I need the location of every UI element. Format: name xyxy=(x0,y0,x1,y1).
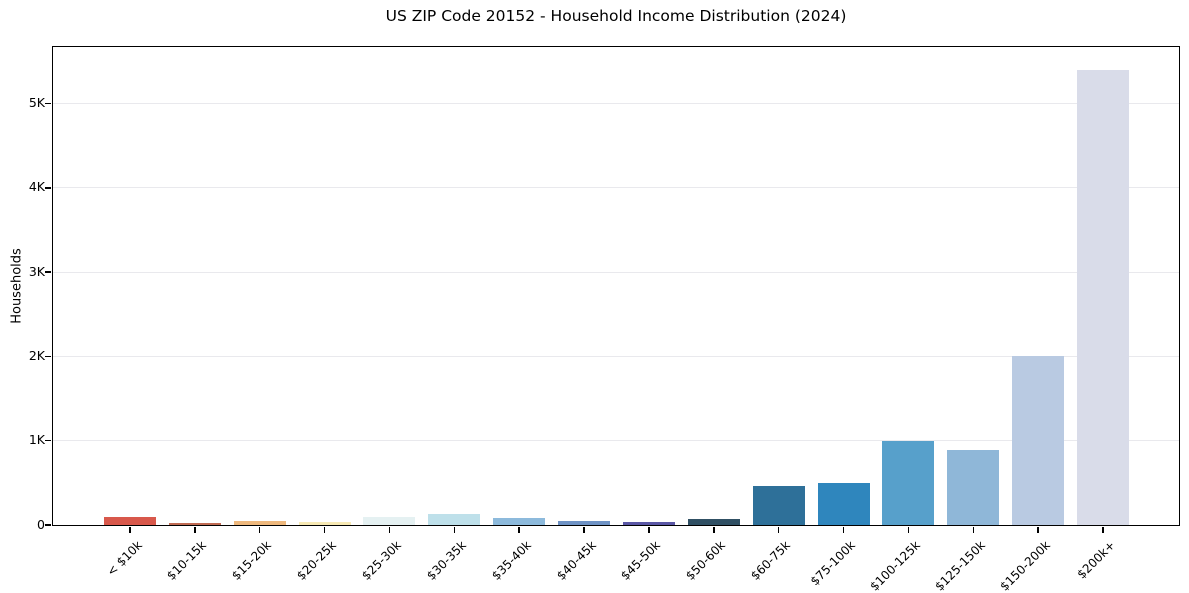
x-tick-mark xyxy=(908,527,910,533)
x-tick-mark xyxy=(1102,527,1104,533)
x-tick-mark xyxy=(454,527,456,533)
bar xyxy=(363,517,415,525)
x-tick-label-text: $25-30k xyxy=(359,538,404,583)
bar xyxy=(1012,356,1064,525)
x-tick-label-text: $60-75k xyxy=(748,538,793,583)
x-tick-label-text: $30-35k xyxy=(424,538,469,583)
y-tick-mark xyxy=(45,524,51,526)
gridline xyxy=(53,103,1179,104)
x-tick-mark xyxy=(259,527,261,533)
bar xyxy=(558,521,610,525)
bar xyxy=(818,483,870,525)
y-tick-label: 0 xyxy=(0,516,45,534)
y-tick-label: 3K xyxy=(0,263,45,281)
x-tick-mark xyxy=(648,527,650,533)
bar xyxy=(882,441,934,525)
bar xyxy=(1077,70,1129,525)
bar xyxy=(753,486,805,525)
gridline xyxy=(53,356,1179,357)
x-tick-mark xyxy=(129,527,131,533)
gridline xyxy=(53,187,1179,188)
gridline xyxy=(53,440,1179,441)
bar xyxy=(299,522,351,525)
x-tick-mark xyxy=(843,527,845,533)
y-tick-mark xyxy=(45,271,51,273)
bar xyxy=(169,523,221,525)
bar xyxy=(104,517,156,525)
x-tick-label-text: $40-45k xyxy=(554,538,599,583)
plot-area xyxy=(52,46,1180,526)
x-tick-mark xyxy=(389,527,391,533)
y-tick-mark xyxy=(45,187,51,189)
x-tick-label-text: $75-100k xyxy=(808,538,858,588)
y-tick-label: 5K xyxy=(0,94,45,112)
x-tick-label-text: $35-40k xyxy=(489,538,534,583)
x-tick-label-text: $200k+ xyxy=(1074,538,1118,582)
bar xyxy=(623,522,675,525)
bar xyxy=(688,519,740,525)
x-tick-mark xyxy=(778,527,780,533)
x-tick-mark xyxy=(324,527,326,533)
y-tick-label: 4K xyxy=(0,178,45,196)
y-tick-label: 2K xyxy=(0,347,45,365)
x-tick-mark xyxy=(583,527,585,533)
x-tick-label-text: $100-125k xyxy=(867,538,923,593)
gridline xyxy=(53,272,1179,273)
y-tick-mark xyxy=(45,356,51,358)
x-tick-label-text: $150-200k xyxy=(997,538,1053,593)
x-tick-label-text: $15-20k xyxy=(229,538,274,583)
y-tick-mark xyxy=(45,103,51,105)
y-tick-mark xyxy=(45,440,51,442)
x-tick-label-text: $10-15k xyxy=(164,538,209,583)
bar xyxy=(493,518,545,525)
x-tick-mark xyxy=(518,527,520,533)
x-tick-label-text: $50-60k xyxy=(683,538,728,583)
x-tick-label-text: $45-50k xyxy=(618,538,663,583)
bar xyxy=(428,514,480,525)
x-tick-mark xyxy=(1037,527,1039,533)
x-tick-label-text: < $10k xyxy=(104,538,145,579)
x-tick-label-text: $20-25k xyxy=(294,538,339,583)
y-tick-label: 1K xyxy=(0,431,45,449)
x-tick-mark xyxy=(973,527,975,533)
x-tick-mark xyxy=(194,527,196,533)
bar xyxy=(947,450,999,525)
x-tick-label-text: $125-150k xyxy=(932,538,988,593)
chart-title: US ZIP Code 20152 - Household Income Dis… xyxy=(52,7,1180,25)
bar xyxy=(234,521,286,525)
x-tick-mark xyxy=(713,527,715,533)
y-axis-label: Households xyxy=(10,248,25,324)
